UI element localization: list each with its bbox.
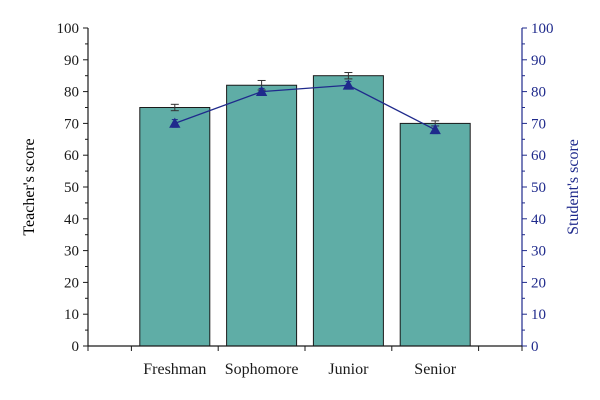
x-category-label-freshman: Freshman <box>143 361 206 378</box>
y-left-tick-label: 60 <box>64 148 79 164</box>
y-right-tick-label: 30 <box>531 244 546 260</box>
y-left-tick-label: 100 <box>57 21 80 37</box>
y-axis-left-title: Teacher's score <box>21 138 38 235</box>
y-right-tick-label: 70 <box>531 116 546 132</box>
line-point-sophomore <box>255 85 268 96</box>
y-left-tick-label: 50 <box>64 180 79 196</box>
line-point-freshman <box>169 117 181 128</box>
y-right-tick-label: 10 <box>531 307 546 323</box>
axes-layer <box>83 27 527 351</box>
y-right-tick-label: 80 <box>531 85 546 101</box>
y-left-tick-label: 30 <box>64 244 79 260</box>
line-series-layer <box>169 79 441 135</box>
bars-layer <box>139 75 471 347</box>
y-left-tick-label: 40 <box>64 212 79 228</box>
y-right-tick-label: 50 <box>531 180 546 196</box>
y-right-tick-label: 100 <box>531 21 554 37</box>
y-left-tick-label: 80 <box>64 85 79 101</box>
y-left-tick-label: 0 <box>72 339 80 355</box>
bar-senior <box>399 122 471 347</box>
y-left-tick-label: 10 <box>64 307 79 323</box>
y-right-tick-label: 40 <box>531 212 546 228</box>
y-right-tick-label: 60 <box>531 148 546 164</box>
bar-sophomore <box>226 84 298 347</box>
line-point-senior <box>429 123 441 135</box>
y-right-tick-label: 20 <box>531 275 546 291</box>
y-left-tick-label: 90 <box>64 53 79 69</box>
y-right-tick-label: 90 <box>531 53 546 69</box>
y-left-tick-label: 20 <box>64 275 79 291</box>
bar-freshman <box>139 107 211 347</box>
x-category-label-senior: Senior <box>414 361 456 378</box>
y-right-tick-label: 0 <box>531 339 539 355</box>
bar-junior <box>312 75 384 347</box>
bar-errorbars-layer <box>170 72 440 127</box>
x-category-label-sophomore: Sophomore <box>225 361 299 378</box>
x-category-label-junior: Junior <box>328 361 369 378</box>
y-left-tick-label: 70 <box>64 116 79 132</box>
y-axis-right-title: Student's score <box>565 139 582 235</box>
line-point-junior <box>342 79 355 90</box>
student-score-line <box>174 84 436 131</box>
labels-layer: 0 0 10 10 20 20 30 30 40 40 50 50 60 60 70 70 80 80 90 90 10… <box>57 21 554 378</box>
